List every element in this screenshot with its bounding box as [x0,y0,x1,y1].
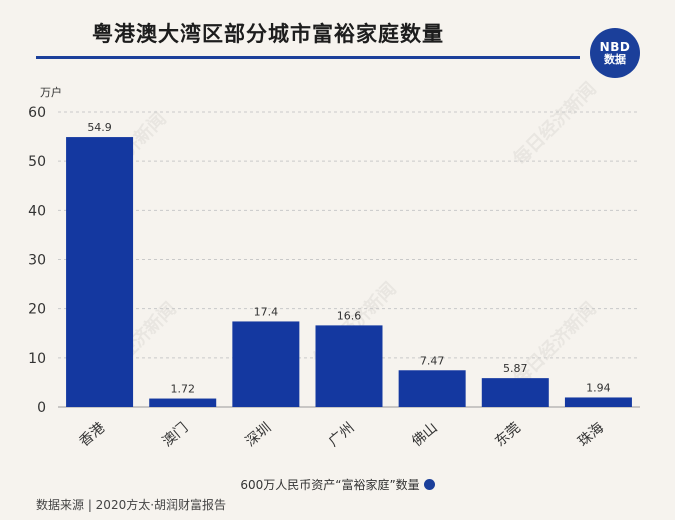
title-underline [36,56,580,59]
chart-title: 粤港澳大湾区部分城市富裕家庭数量 [92,22,444,46]
legend: 600万人民币资产“富裕家庭”数量 [0,476,675,493]
nbd-logo: NBD 数据 [590,28,640,78]
logo-text-data: 数据 [604,52,626,66]
data-label: 7.47 [420,354,445,367]
y-axis-unit: 万户 [40,85,62,99]
x-tick-label: 东莞 [492,420,524,450]
bar [66,137,134,407]
x-tick-label: 佛山 [409,420,441,450]
legend-marker [423,479,435,490]
bar [315,325,383,407]
bar [398,370,466,407]
x-tick-label: 广州 [326,420,358,450]
data-label: 5.87 [503,362,528,375]
x-tick-label: 深圳 [243,420,275,450]
y-tick-label: 20 [28,302,46,318]
y-tick-label: 10 [28,351,46,367]
y-tick-label: 60 [28,105,46,121]
source-note: 数据来源 | 2020方太·胡润财富报告 [36,498,227,512]
logo-text-nbd: NBD [599,39,631,54]
bar [564,397,632,407]
x-tick-label: 珠海 [575,420,607,450]
y-tick-label: 0 [37,400,46,416]
bar [149,398,217,407]
y-tick-label: 50 [28,154,46,170]
chart-header: 粤港澳大湾区部分城市富裕家庭数量 NBD 数据 [0,0,675,78]
legend-label: 600万人民币资产“富裕家庭”数量 [240,478,420,492]
bar-chart: 万户 0 10 20 30 40 50 60 54.9 香港 1.72 澳门 17.4 深圳 16.6 广州 7… [28,85,640,450]
y-tick-label: 30 [28,253,46,269]
x-tick-label: 香港 [76,420,108,450]
x-tick-label: 澳门 [160,420,192,450]
bar [481,378,549,407]
data-label: 1.72 [170,383,195,396]
bar [232,321,300,407]
y-tick-label: 40 [28,203,46,219]
data-label: 1.94 [586,381,611,394]
data-label: 17.4 [254,305,279,318]
data-label: 54.9 [87,121,112,134]
data-label: 16.6 [337,309,362,322]
